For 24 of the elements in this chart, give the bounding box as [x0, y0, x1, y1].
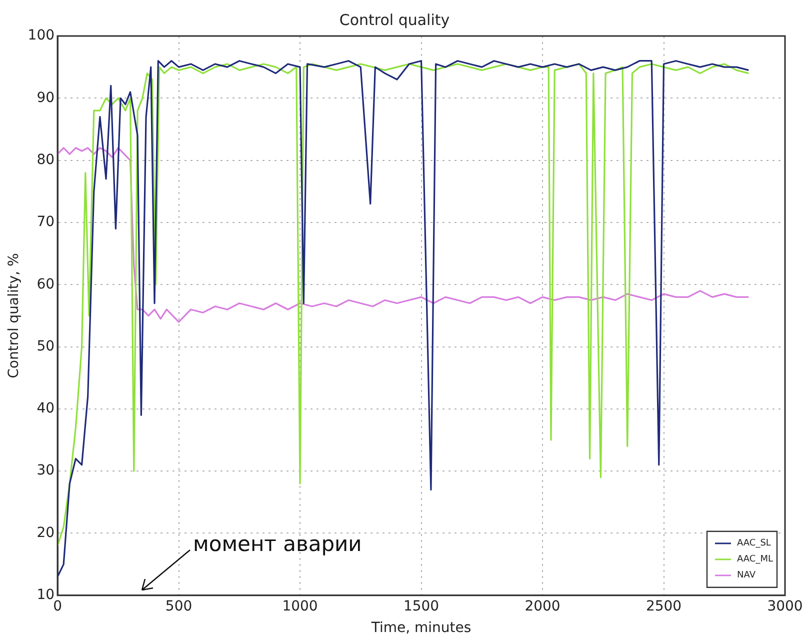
- annotation: момент аварии: [193, 532, 362, 556]
- x-tick-label: 0: [53, 598, 62, 614]
- y-tick-label: 20: [36, 524, 55, 541]
- x-tick-label: 3000: [767, 598, 803, 614]
- x-axis-title: Time, minutes: [370, 620, 472, 636]
- x-tick-label: 1000: [282, 598, 318, 614]
- y-tick-label: 90: [36, 90, 55, 106]
- y-tick-label: 40: [36, 400, 55, 417]
- y-tick-label: 100: [28, 28, 55, 44]
- x-tick-label: 2000: [524, 598, 560, 614]
- y-tick-label: 50: [36, 338, 55, 354]
- x-tick-label: 1500: [403, 598, 440, 614]
- y-tick-label: 30: [36, 462, 55, 479]
- x-tick-label: 2500: [646, 598, 682, 614]
- legend-label: AAC_ML: [737, 554, 773, 565]
- y-axis-title: Control quality, %: [6, 253, 22, 378]
- chart-title: Control quality: [339, 10, 450, 29]
- x-tick-label: 500: [165, 598, 192, 614]
- y-tick-label: 80: [36, 152, 55, 168]
- y-tick-label: 70: [36, 214, 55, 230]
- y-tick-label: 60: [36, 276, 55, 292]
- legend-label: AAC_SL: [737, 538, 771, 549]
- legend-label: NAV: [737, 570, 756, 581]
- y-tick-label: 10: [36, 587, 55, 604]
